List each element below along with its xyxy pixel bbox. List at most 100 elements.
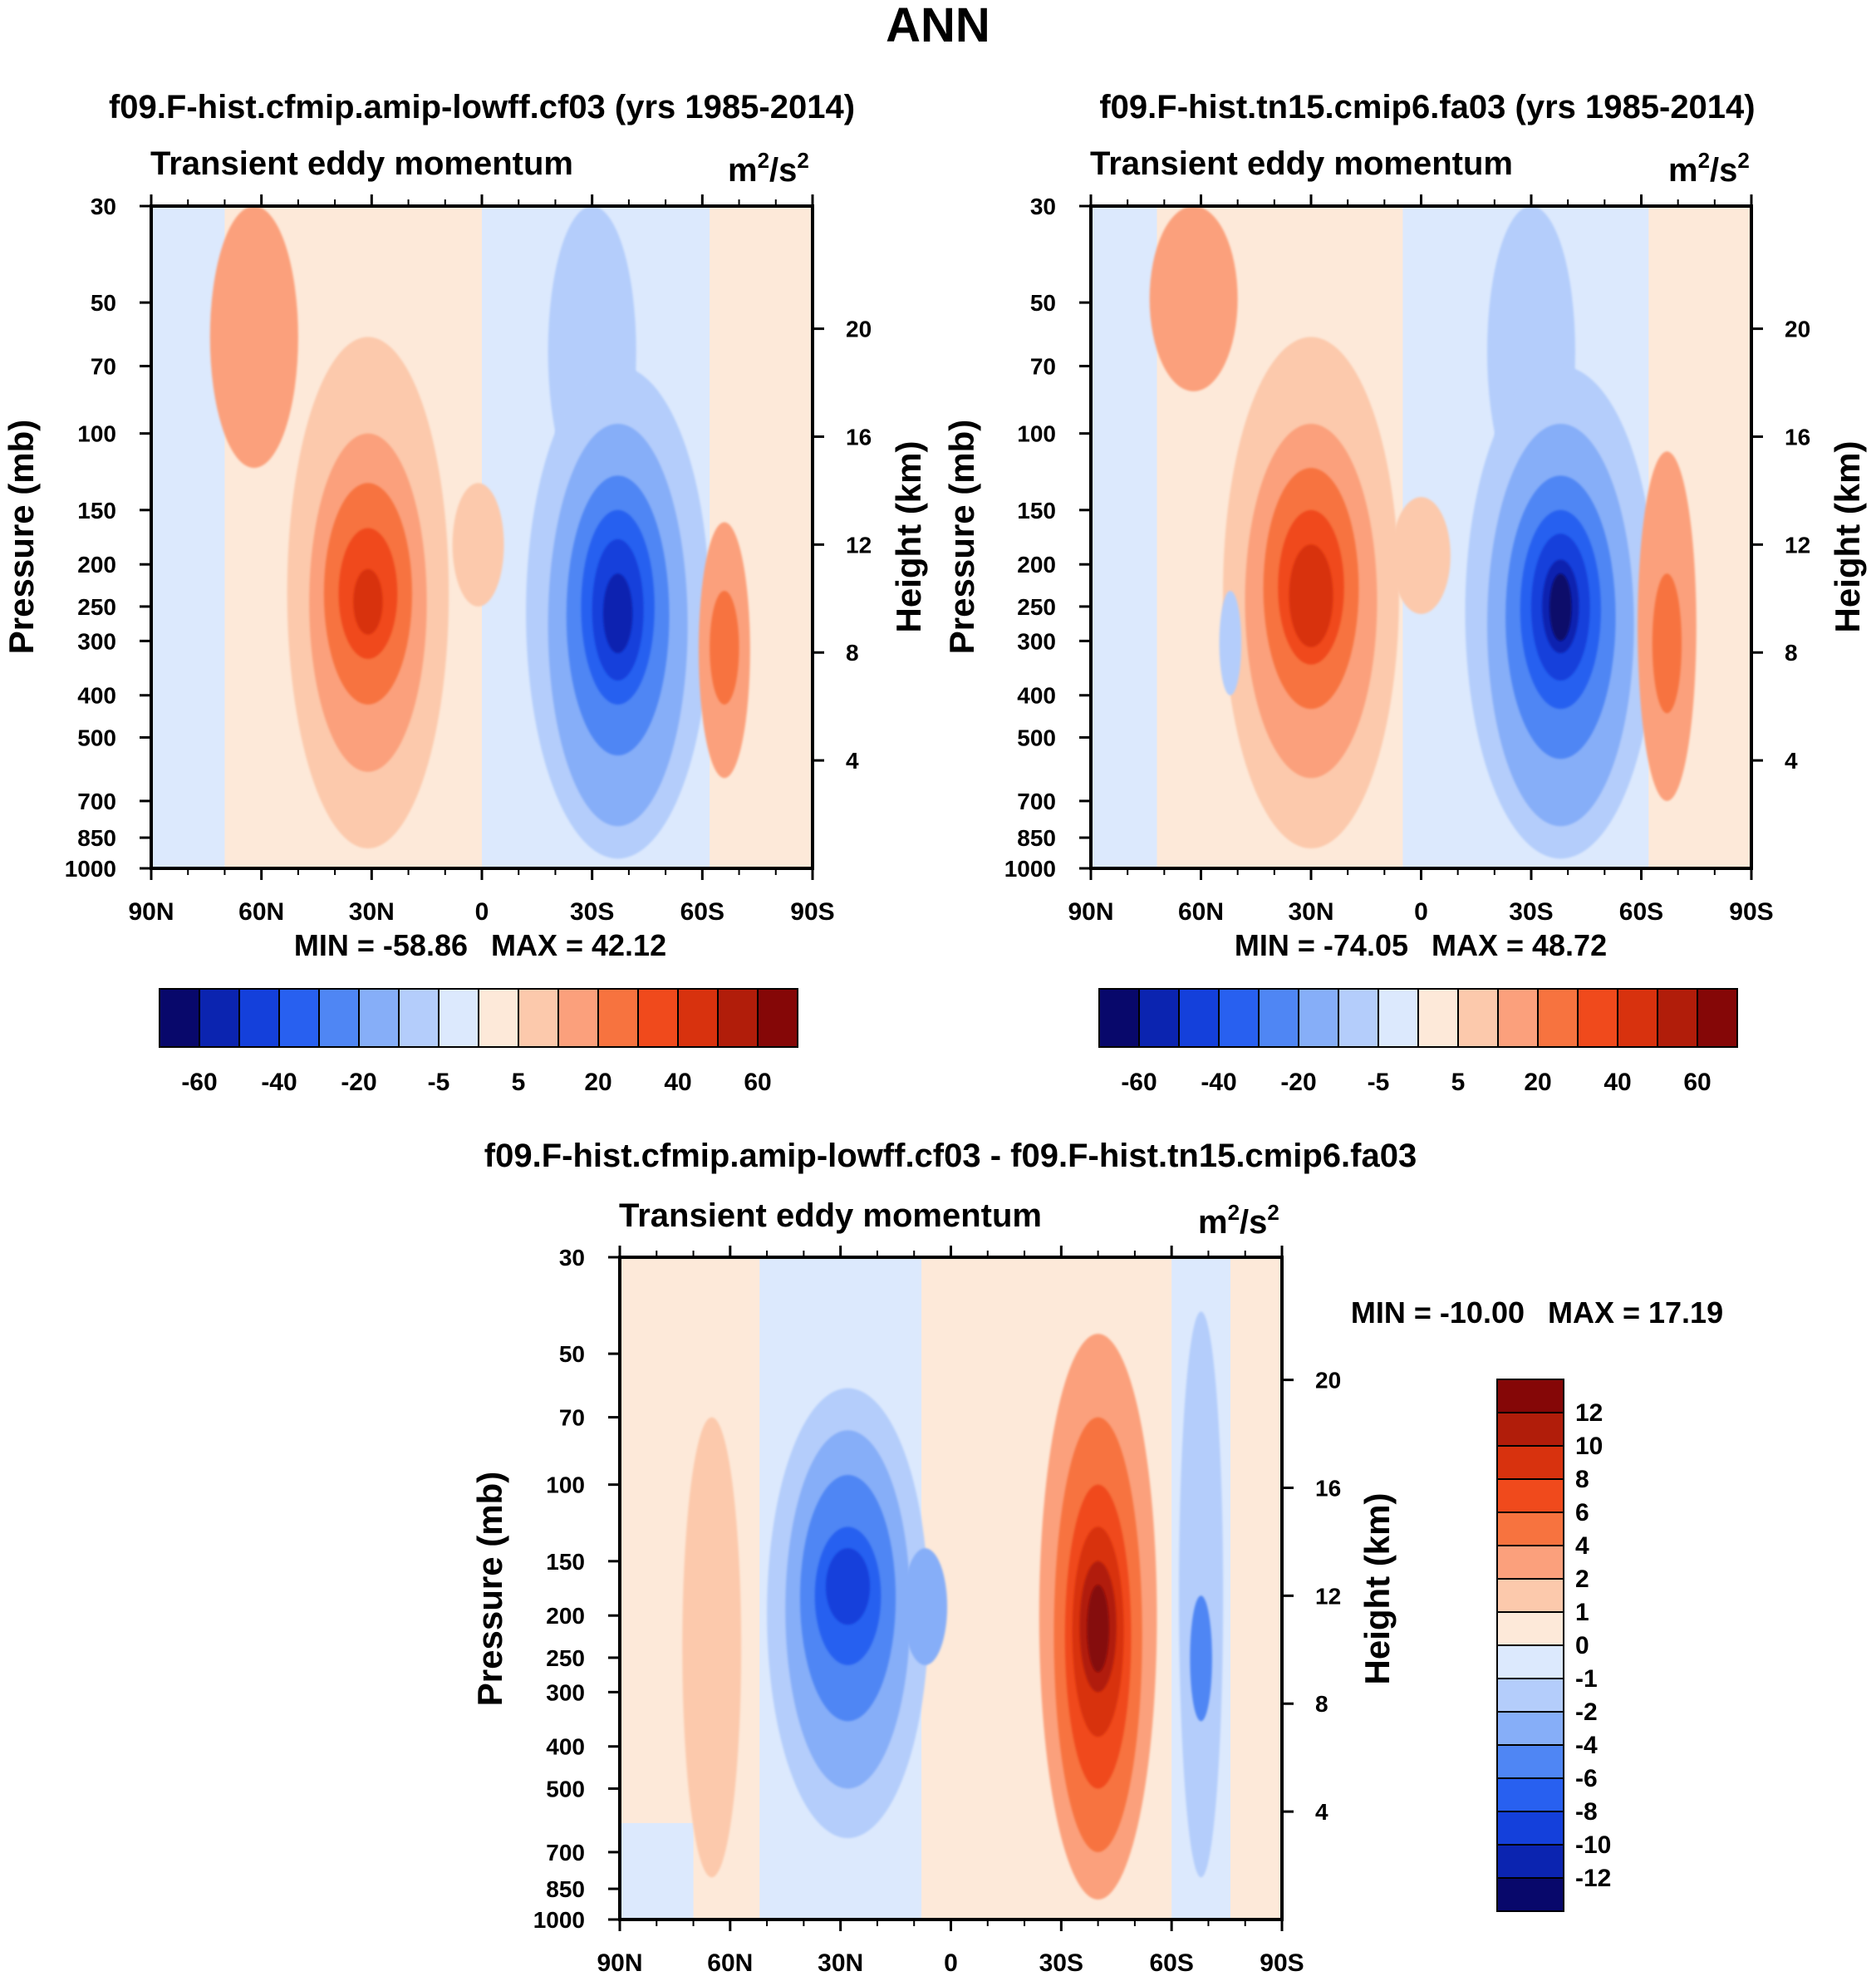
colorbar-label: -5 [1368, 1069, 1390, 1096]
contour-region [682, 1417, 742, 1878]
y-tick-label: 100 [1017, 421, 1056, 447]
y-tick-label: 700 [1017, 789, 1056, 814]
colorbar-label: 40 [664, 1069, 691, 1096]
colorbar-swatch [1496, 1844, 1564, 1879]
y-tick-label: 400 [77, 683, 116, 709]
x-tick-label: 60N [707, 1949, 753, 1977]
panel-2-y2label: Height (km) [1828, 441, 1867, 633]
colorbar-swatch [597, 988, 639, 1048]
y-tick-label: 700 [546, 1840, 585, 1865]
panel-2-units: m2/s2 [1668, 148, 1750, 189]
contour-region [710, 590, 739, 705]
y-tick-label: 1000 [1004, 856, 1056, 882]
y-tick-label: 500 [1017, 725, 1056, 750]
colorbar-swatch [1218, 988, 1260, 1048]
colorbar-swatch [518, 988, 559, 1048]
contour-region [902, 1548, 948, 1665]
panel-2-colorbar: -60 -40 -20 -5 5 20 40 60 [1098, 988, 1738, 1096]
y-tick-label: 400 [1017, 683, 1056, 709]
x-tick-label: 90N [597, 1949, 642, 1977]
y2-tick-label: 4 [1785, 748, 1798, 774]
colorbar-label: -5 [428, 1069, 450, 1096]
y-tick-label: 200 [1017, 552, 1056, 578]
y-tick-label: 150 [77, 498, 116, 524]
panel-2-variable-label: Transient eddy momentum [1090, 145, 1513, 182]
colorbar-label: 5 [1451, 1069, 1466, 1096]
colorbar-swatch [1496, 1777, 1564, 1812]
y2-tick-label: 8 [1315, 1691, 1328, 1717]
colorbar-swatch [1496, 1744, 1564, 1779]
y-tick-label: 300 [77, 628, 116, 654]
colorbar-swatch [1697, 988, 1738, 1048]
colorbar-label: 5 [512, 1069, 526, 1096]
colorbar-label: -40 [1201, 1069, 1236, 1096]
panel-3-plot-area [620, 1257, 1282, 1920]
x-tick-label: 30N [349, 898, 395, 926]
y-tick-label: 70 [91, 354, 116, 380]
panel-1-ylabel: Pressure (mb) [2, 420, 41, 654]
panel-2-plot-area [1091, 206, 1751, 868]
y-tick-label: 50 [1030, 290, 1056, 316]
y-tick-label: 700 [77, 789, 116, 814]
contour-region [602, 573, 633, 654]
y-tick-label: 100 [77, 421, 116, 447]
y-tick-label: 50 [559, 1341, 585, 1367]
colorbar-label: 60 [744, 1069, 771, 1096]
colorbar-label: 20 [584, 1069, 611, 1096]
panel-1-colorbar: -60 -40 -20 -5 5 20 40 60 [159, 988, 798, 1096]
panel-1-min-max: MIN = -58.86 MAX = 42.12 [294, 928, 666, 962]
y-tick-label: 250 [546, 1645, 585, 1671]
y2-tick-label: 16 [1315, 1475, 1341, 1501]
panel-1-contour-field [151, 206, 750, 868]
panel-2-contour-field [1091, 206, 1697, 868]
y2-tick-label: 4 [846, 748, 859, 774]
colorbar-swatch [398, 988, 440, 1048]
y-tick-label: 150 [1017, 498, 1056, 524]
x-tick-label: 60S [1619, 898, 1663, 926]
colorbar-swatch [1098, 988, 1140, 1048]
colorbar-swatch [1577, 988, 1618, 1048]
x-tick-label: 30S [1509, 898, 1553, 926]
y-tick-label: 70 [1030, 354, 1056, 380]
x-tick-label: 90N [1068, 898, 1113, 926]
x-tick-label: 90S [1260, 1949, 1304, 1977]
colorbar-swatch [238, 988, 280, 1048]
colorbar-label: 2 [1575, 1566, 1589, 1593]
y2-tick-label: 12 [1315, 1583, 1341, 1609]
panel-3-variable-label: Transient eddy momentum [619, 1197, 1042, 1234]
colorbar-swatch [557, 988, 599, 1048]
colorbar-swatch [1657, 988, 1698, 1048]
y-tick-label: 200 [77, 552, 116, 578]
panel-2-ylabel: Pressure (mb) [942, 420, 981, 654]
y-tick-label: 200 [546, 1603, 585, 1629]
y-tick-label: 300 [1017, 628, 1056, 654]
panel-3-ylabel: Pressure (mb) [470, 1472, 509, 1706]
colorbar-label: -4 [1575, 1732, 1598, 1759]
contour-region [1149, 206, 1238, 391]
y-tick-label: 150 [546, 1549, 585, 1575]
colorbar-swatch [1298, 988, 1339, 1048]
colorbar-label: 1 [1575, 1599, 1589, 1626]
contour-region [1219, 590, 1242, 696]
figure-title: ANN [886, 0, 990, 52]
colorbar-label: 8 [1575, 1466, 1589, 1493]
colorbar-label: 20 [1524, 1069, 1551, 1096]
y-tick-label: 70 [559, 1405, 585, 1431]
x-tick-label: 0 [1414, 898, 1428, 926]
y-tick-label: 30 [1030, 194, 1056, 219]
panel-3: f09.F-hist.cfmip.amip-lowff.cf03 - f09.F… [470, 1138, 1723, 1977]
colorbar-label: -10 [1575, 1831, 1611, 1859]
contour-region [1289, 544, 1333, 647]
y-tick-label: 850 [1017, 825, 1056, 851]
panel-3-units: m2/s2 [1198, 1200, 1279, 1241]
colorbar-label: 60 [1683, 1069, 1711, 1096]
y-tick-label: 30 [91, 194, 116, 219]
colorbar-label: 4 [1575, 1532, 1589, 1560]
colorbar-swatch [1617, 988, 1658, 1048]
colorbar-label: 40 [1603, 1069, 1631, 1096]
y-tick-label: 50 [91, 290, 116, 316]
contour-region [1549, 573, 1572, 641]
colorbar-swatch [677, 988, 719, 1048]
colorbar-swatch [159, 988, 200, 1048]
colorbar-swatch [1417, 988, 1459, 1048]
